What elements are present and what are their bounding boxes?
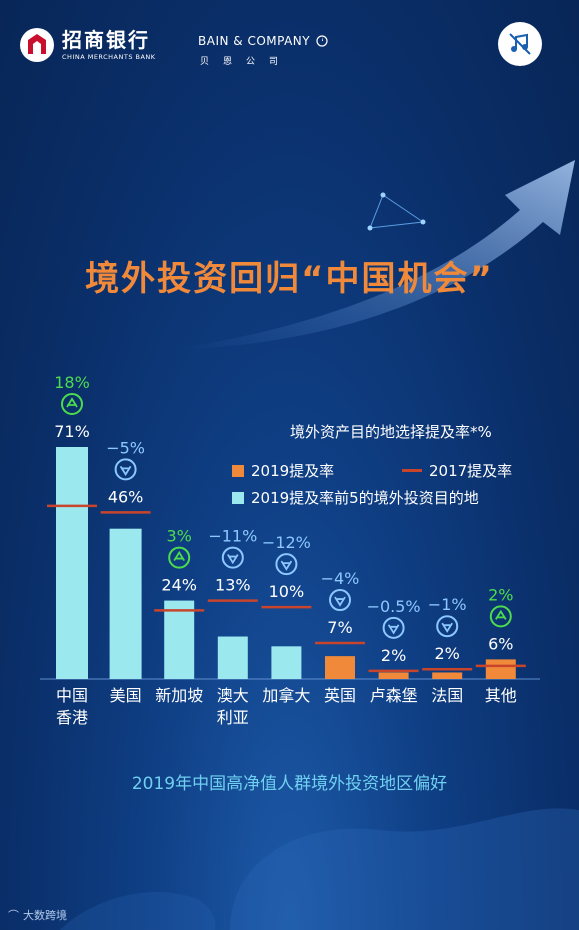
category-label-2-0: 新加坡 — [155, 686, 203, 705]
category-label-3-0: 澳大 — [217, 686, 249, 705]
legend-swatch-2017 — [402, 469, 422, 472]
bain-name: BAIN & COMPANY — [198, 34, 311, 48]
constellation — [369, 194, 425, 229]
category-label-0-1: 香港 — [56, 708, 88, 727]
down-arrow-icon-5 — [329, 589, 351, 612]
down-arrow-icon-1 — [114, 458, 137, 481]
arrow-glyph-6 — [387, 624, 400, 635]
category-label-6-0: 卢森堡 — [370, 686, 418, 705]
value-label-5: 7% — [327, 618, 352, 637]
down-arrow-icon-7 — [436, 615, 459, 638]
cmb-english-name: CHINA MERCHANTS BANK — [62, 52, 156, 61]
value-label-3: 13% — [215, 576, 251, 595]
value-label-1: 46% — [108, 487, 144, 506]
change-label-6: −0.5% — [367, 597, 421, 616]
bain-chinese-name: 贝恩公司 — [200, 57, 293, 67]
change-label-1: −5% — [106, 438, 145, 457]
down-arrow-icon-3 — [221, 546, 244, 569]
watermark-logo-icon: ⌒ — [8, 909, 19, 922]
value-label-6: 2% — [381, 646, 406, 665]
arrow-glyph-0 — [66, 397, 78, 408]
up-arrow-icon-8 — [489, 605, 512, 628]
arrow-glyph-8 — [495, 609, 507, 620]
bain-compass-icon — [316, 35, 328, 47]
category-label-7-0: 法国 — [431, 686, 463, 705]
cmb-logo-icon — [20, 28, 54, 62]
category-label-3-1: 利亚 — [217, 708, 249, 727]
arrow-glyph-3 — [227, 554, 239, 565]
growth-arrow — [170, 160, 575, 350]
down-arrow-icon-6 — [382, 616, 405, 639]
arrow-glyph-4 — [280, 560, 293, 571]
value-label-7: 2% — [435, 644, 460, 663]
up-arrow-icon-0 — [61, 393, 83, 415]
arrow-glyph-5 — [334, 596, 346, 607]
change-label-8: 2% — [488, 585, 513, 604]
bar-7 — [432, 672, 463, 679]
headline: 境外投资回归“中国机会” — [85, 259, 494, 299]
value-label-4: 10% — [269, 582, 305, 601]
bain-logo: BAIN & COMPANY 贝恩公司 — [198, 34, 328, 67]
change-label-5: −4% — [321, 569, 360, 588]
legend-item-2019: 2019提及率 — [232, 460, 334, 481]
bar-3 — [217, 636, 248, 679]
watermark: ⌒ 大数跨境 — [8, 907, 67, 923]
bar-8 — [485, 659, 516, 679]
watermark-text: 大数跨境 — [23, 909, 67, 922]
legend-item-top5: 2019提及率前5的境外投资目的地 — [232, 487, 479, 508]
chart-caption: 2019年中国高净值人群境外投资地区偏好 — [131, 774, 448, 794]
cmb-name: 招商银行 — [62, 27, 150, 52]
bar-6 — [378, 672, 409, 679]
value-label-0: 71% — [54, 422, 90, 441]
music-off-icon[interactable] — [498, 22, 542, 66]
constellation-stars — [367, 192, 426, 231]
bar-4 — [271, 646, 302, 679]
legend-swatch-2019 — [232, 464, 244, 477]
value-label-2: 24% — [161, 576, 197, 595]
bar-5 — [325, 656, 355, 679]
change-label-7: −1% — [428, 595, 467, 614]
legend-label-top5: 2019提及率前5的境外投资目的地 — [251, 489, 479, 507]
category-label-1-0: 美国 — [110, 686, 142, 705]
arrow-glyph-1 — [119, 465, 132, 477]
legend-swatch-top5 — [232, 491, 244, 504]
change-label-3: −11% — [208, 527, 257, 546]
category-label-8-0: 其他 — [485, 686, 517, 705]
category-label-0-0: 中国 — [56, 686, 88, 705]
category-label-5-0: 英国 — [324, 686, 356, 705]
change-label-0: 18% — [54, 373, 90, 392]
value-label-8: 6% — [488, 634, 513, 653]
legend-label-2017: 2017提及率 — [429, 462, 513, 480]
change-label-4: −12% — [262, 533, 311, 552]
down-arrow-icon-4 — [275, 553, 298, 576]
up-arrow-icon-2 — [168, 546, 191, 569]
category-label-4-0: 加拿大 — [262, 686, 310, 705]
bar-2 — [164, 600, 195, 679]
cmb-logo: 招商银行 CHINA MERCHANTS BANK — [20, 28, 156, 62]
legend-item-2017: 2017提及率 — [402, 460, 512, 481]
arrow-glyph-2 — [173, 550, 185, 562]
change-label-2: 3% — [167, 527, 192, 546]
legend-label-2019: 2019提及率 — [251, 462, 335, 480]
bar-1 — [109, 528, 142, 679]
map-silhouette — [230, 808, 579, 930]
chart-title: 境外资产目的地选择提及率*% — [290, 423, 492, 441]
bar-0 — [56, 447, 88, 679]
arrow-glyph-7 — [441, 622, 453, 633]
